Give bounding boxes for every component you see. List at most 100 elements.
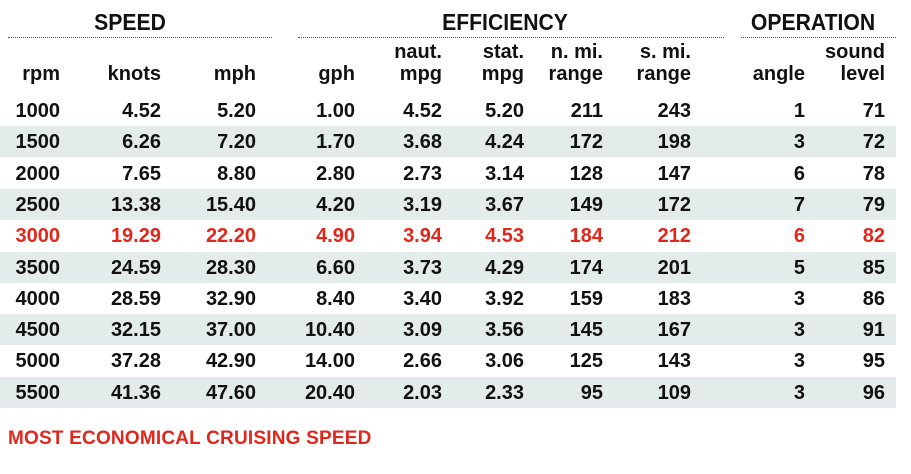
cell-sound-level: 91: [862, 319, 885, 342]
cell-gph: 8.40: [316, 287, 355, 310]
cell-mph: 5.20: [217, 100, 256, 122]
cell-s-mi-range: 201: [657, 256, 691, 279]
cell-n-mi-range: 184: [569, 225, 603, 248]
cell-gph: 1.70: [316, 131, 355, 154]
cell-stat-mpg: 2.33: [485, 381, 524, 404]
cell-naut-mpg: 3.19: [403, 193, 442, 216]
cell-mph: 28.30: [205, 256, 256, 279]
cell-n-mi-range: 145: [569, 319, 603, 342]
cell-angle: 6: [793, 225, 805, 248]
cell-rpm: 4000: [15, 287, 61, 310]
cell-rpm: 2500: [15, 193, 61, 216]
cell-sound-level: 96: [862, 381, 885, 404]
cell-gph: 4.90: [316, 225, 355, 248]
cell-mph: 15.40: [205, 193, 256, 216]
cell-mph: 32.90: [205, 287, 256, 310]
cell-angle: 1: [793, 100, 805, 122]
cell-gph: 1.00: [316, 100, 355, 122]
cell-stat-mpg: 4.24: [485, 131, 524, 154]
cell-n-mi-range: 174: [569, 256, 603, 279]
cell-angle: 3: [793, 381, 805, 404]
cell-mph: 22.20: [205, 225, 256, 248]
cell-angle: 3: [793, 350, 805, 373]
cell-rpm: 1500: [15, 131, 61, 154]
cell-gph: 4.20: [316, 193, 355, 216]
cell-rpm: 5000: [15, 350, 61, 373]
cell-naut-mpg: 2.66: [403, 350, 442, 373]
column-header-mph: mph: [213, 63, 256, 85]
cell-s-mi-range: 183: [657, 287, 691, 310]
cell-s-mi-range: 143: [657, 350, 691, 373]
cell-sound-level: 82: [862, 225, 885, 248]
cell-stat-mpg: 5.20: [485, 100, 524, 122]
cell-angle: 6: [793, 162, 805, 185]
cell-stat-mpg: 3.67: [485, 193, 524, 216]
cell-sound-level: 85: [862, 256, 885, 279]
cell-rpm: 1000: [15, 100, 61, 122]
cell-n-mi-range: 159: [569, 287, 603, 310]
row-stripe: [0, 126, 896, 158]
cell-stat-mpg: 3.92: [485, 287, 524, 310]
cell-n-mi-range: 125: [569, 350, 603, 373]
cell-n-mi-range: 128: [569, 162, 603, 185]
cell-s-mi-range: 198: [657, 131, 691, 154]
row-stripe: [0, 314, 896, 346]
cell-sound-level: 72: [862, 131, 885, 154]
cell-rpm: 3500: [15, 256, 61, 279]
row-stripe: [0, 188, 896, 220]
cell-naut-mpg: 3.40: [403, 287, 442, 310]
cell-s-mi-range: 172: [657, 193, 691, 216]
group-title-efficiency: EFFICIENCY: [442, 9, 568, 35]
group-rule-operation: [741, 37, 896, 38]
cell-stat-mpg: 4.29: [485, 256, 524, 279]
row-stripe: [0, 376, 896, 408]
cell-stat-mpg: 3.06: [485, 350, 524, 373]
cell-mph: 47.60: [205, 381, 256, 404]
cell-gph: 2.80: [316, 162, 355, 185]
cell-naut-mpg: 2.73: [403, 162, 442, 185]
cell-sound-level: 78: [862, 162, 885, 185]
cell-mph: 7.20: [217, 131, 256, 154]
cell-rpm: 5500: [15, 381, 61, 404]
cell-angle: 3: [793, 287, 805, 310]
cell-n-mi-range: 211: [570, 100, 603, 122]
cell-mph: 8.80: [217, 162, 256, 185]
cell-s-mi-range: 109: [657, 381, 691, 404]
cell-angle: 5: [793, 256, 805, 279]
cell-naut-mpg: 3.94: [403, 225, 442, 248]
cell-sound-level: 95: [862, 350, 885, 373]
cell-knots: 28.59: [110, 287, 161, 310]
cell-angle: 7: [793, 193, 805, 216]
cell-gph: 6.60: [316, 256, 355, 279]
cell-gph: 20.40: [304, 381, 355, 404]
cell-knots: 4.52: [122, 100, 161, 122]
column-header-rpm: rpm: [22, 63, 60, 85]
cell-stat-mpg: 3.56: [485, 319, 524, 342]
group-rule-efficiency: [298, 37, 724, 38]
column-header-stat-mpg: stat. mpg: [481, 41, 524, 85]
cell-stat-mpg: 3.14: [485, 162, 524, 185]
cell-rpm: 3000: [15, 225, 61, 248]
cell-stat-mpg: 4.53: [485, 225, 524, 248]
cell-s-mi-range: 243: [657, 100, 691, 122]
column-header-s-mi-range: s. mi. range: [636, 41, 691, 85]
cell-rpm: 4500: [15, 319, 61, 342]
cell-n-mi-range: 149: [569, 193, 603, 216]
cell-knots: 32.15: [110, 319, 161, 342]
cell-knots: 37.28: [110, 350, 161, 373]
column-header-n-mi-range: n. mi. range: [548, 41, 603, 85]
cell-naut-mpg: 4.52: [403, 100, 442, 122]
cell-sound-level: 71: [862, 100, 885, 122]
cell-n-mi-range: 95: [580, 381, 603, 404]
cell-knots: 6.26: [122, 131, 161, 154]
cell-gph: 10.40: [304, 319, 355, 342]
cell-s-mi-range: 147: [657, 162, 691, 185]
column-header-gph: gph: [318, 63, 355, 85]
column-header-sound-level: sound level: [825, 41, 885, 85]
cell-naut-mpg: 3.73: [403, 256, 442, 279]
group-rule-speed: [8, 37, 272, 38]
column-header-knots: knots: [107, 63, 161, 85]
group-title-operation: OPERATION: [750, 9, 876, 35]
cell-angle: 3: [793, 131, 805, 154]
cell-knots: 41.36: [110, 381, 161, 404]
